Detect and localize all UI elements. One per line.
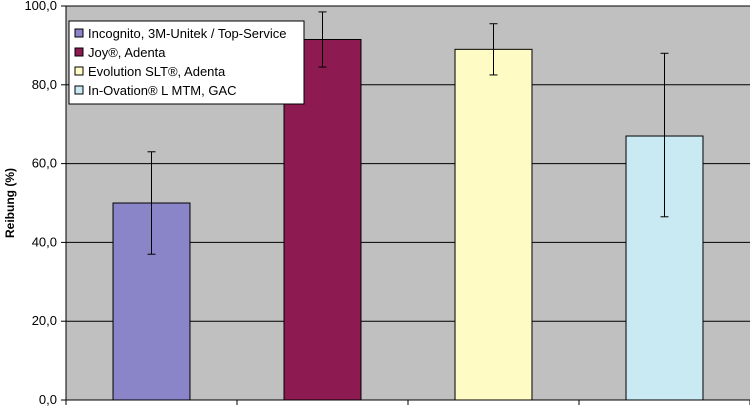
x-axis-ticks xyxy=(65,400,750,405)
legend-label: Evolution SLT®, Adenta xyxy=(88,64,226,79)
legend-swatch xyxy=(74,85,84,95)
y-tick-label: 80,0 xyxy=(32,77,57,92)
legend-swatch xyxy=(74,28,84,38)
y-tick-label: 60,0 xyxy=(32,156,57,171)
legend-swatch xyxy=(74,47,84,57)
y-axis-title: Reibung (%) xyxy=(3,168,17,238)
legend: Incognito, 3M-Unitek / Top-Service Joy®, … xyxy=(68,20,305,105)
bar xyxy=(454,48,533,401)
legend-label: In-Ovation® L MTM, GAC xyxy=(88,83,237,98)
legend-box xyxy=(68,20,305,105)
bar xyxy=(625,135,704,401)
y-tick-label: 100,0 xyxy=(24,0,57,13)
legend-label: Incognito, 3M-Unitek / Top-Service xyxy=(88,26,286,41)
legend-label: Joy®, Adenta xyxy=(88,45,166,60)
y-tick-label: 20,0 xyxy=(32,313,57,328)
y-axis-ticks: 0,0 20,0 40,0 60,0 80,0 100,0 xyxy=(24,0,66,407)
y-tick-label: 40,0 xyxy=(32,234,57,249)
error-bars xyxy=(147,11,669,255)
legend-swatch xyxy=(74,66,84,76)
y-tick-label: 0,0 xyxy=(39,392,57,407)
